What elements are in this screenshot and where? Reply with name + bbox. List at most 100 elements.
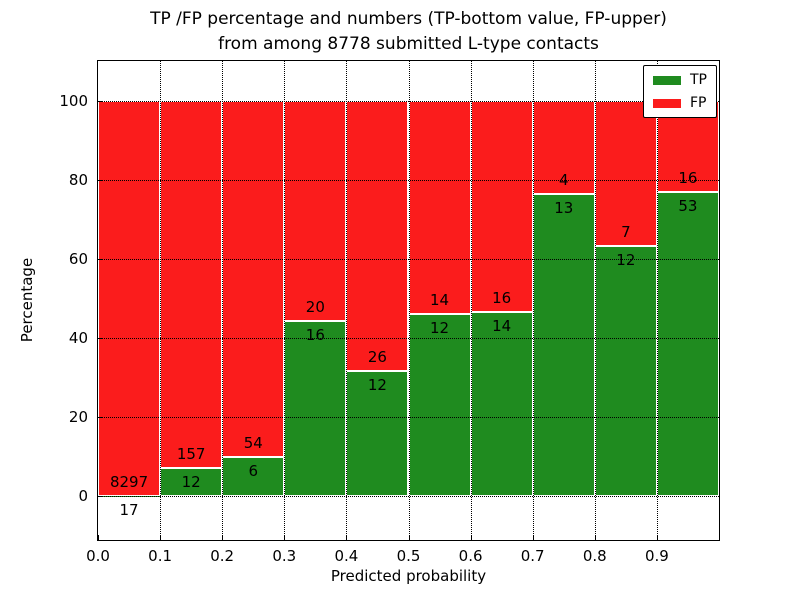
x-tick-mark (594, 535, 596, 540)
y-tick-label: 40 (68, 329, 88, 348)
vertical-gridline (160, 61, 162, 540)
legend-swatch-tp (653, 75, 681, 85)
fp-count-label: 14 (430, 290, 450, 309)
fp-count-label: 8297 (109, 472, 149, 491)
chart-title-line2: from among 8778 submitted L-type contact… (218, 34, 599, 54)
x-tick-label: 0.7 (520, 547, 545, 565)
bar-segment-tp (470, 311, 533, 497)
y-tick-mark (98, 258, 103, 260)
horizontal-gridline (98, 338, 719, 340)
bar-segment-tp (346, 371, 409, 497)
grid-layer (98, 61, 719, 540)
x-tick-mark (346, 535, 348, 540)
x-tick-mark (408, 535, 410, 540)
y-tick-mark (98, 179, 103, 181)
horizontal-gridline (98, 179, 719, 181)
bar-segment-tp (408, 313, 471, 497)
x-tick-mark (98, 535, 99, 540)
y-tick-label: 100 (59, 91, 88, 110)
legend-swatch-fp (653, 98, 681, 108)
x-tick-label: 0.5 (396, 547, 421, 565)
x-tick-label: 0.6 (458, 547, 483, 565)
legend-label: FP (690, 95, 707, 111)
bar-segment-fp (594, 100, 657, 247)
x-tick-mark (284, 535, 286, 540)
x-tick-label: 0.3 (272, 547, 297, 565)
tp-count-label: 14 (492, 316, 512, 335)
y-tick-mark (98, 338, 103, 340)
x-tick-mark (532, 535, 534, 540)
x-tick-mark (160, 535, 162, 540)
bar-segment-fp (222, 100, 285, 457)
legend: TP FP (643, 65, 717, 118)
bar-segment-tp (222, 456, 285, 497)
y-tick-label: 60 (68, 249, 88, 268)
x-tick-mark (222, 535, 224, 540)
fp-count-label: 7 (621, 223, 631, 242)
y-tick-label: 0 (78, 487, 88, 506)
x-axis-label: Predicted probability (330, 567, 487, 585)
tp-count-label: 13 (554, 198, 574, 217)
fp-count-label: 16 (678, 169, 698, 188)
bar-segment-tp (656, 192, 719, 497)
x-tick-mark (656, 535, 658, 540)
x-tick-label: 0.9 (644, 547, 669, 565)
tp-count-label: 12 (367, 376, 387, 395)
tick-layer (98, 61, 719, 540)
vertical-gridline (408, 61, 410, 540)
vertical-gridline (594, 61, 596, 540)
x-tick-mark (470, 535, 472, 540)
fp-count-label: 4 (558, 170, 569, 189)
vertical-gridline (284, 61, 286, 540)
x-tick-label: 0.4 (334, 547, 359, 565)
y-axis-label: Percentage (18, 257, 36, 343)
legend-item: TP (653, 73, 707, 87)
horizontal-gridline (98, 417, 719, 419)
bar-segment-tp (594, 246, 657, 497)
tp-count-label: 17 (119, 500, 139, 519)
x-tick-label: 0.8 (582, 547, 607, 565)
bar-segment-fp (532, 100, 595, 194)
vertical-gridline (532, 61, 534, 540)
bar-segment-fp (160, 100, 223, 469)
tp-count-label: 12 (430, 318, 450, 337)
tp-count-label: 16 (305, 325, 325, 344)
fp-count-label: 157 (176, 445, 206, 464)
chart-title-line1: TP /FP percentage and numbers (TP-bottom… (150, 9, 667, 29)
fp-count-label: 16 (492, 288, 512, 307)
vertical-gridline (222, 61, 224, 540)
bars-layer (98, 61, 719, 540)
fp-count-label: 54 (243, 433, 263, 452)
bar-segment-tp (532, 193, 595, 497)
y-tick-label: 80 (68, 170, 88, 189)
vertical-gridline (346, 61, 348, 540)
tp-count-label: 12 (616, 251, 636, 270)
x-tick-label: 0.1 (148, 547, 173, 565)
fp-count-label: 26 (367, 348, 387, 367)
tp-count-label: 6 (248, 461, 259, 480)
x-tick-label: 0.0 (86, 547, 110, 565)
bar-segment-fp (470, 100, 533, 312)
bar-segment-fp (346, 100, 409, 372)
y-tick-label: 20 (68, 408, 88, 427)
bar-segment-fp (408, 100, 471, 314)
bar-segment-tp (160, 468, 223, 497)
x-tick-label: 0.2 (210, 547, 235, 565)
legend-item: FP (653, 96, 707, 110)
y-tick-mark (98, 100, 103, 102)
legend-label: TP (690, 72, 707, 88)
annotation-layer: 8297 17 157 12 54 6 20 16 26 12 14 12 16 14 4 13 7 12 16 53 (98, 61, 719, 540)
y-tick-mark (98, 496, 103, 498)
bar-segment-fp (284, 100, 347, 321)
tp-count-label: 12 (181, 473, 201, 492)
horizontal-gridline (98, 100, 719, 102)
vertical-gridline (656, 61, 658, 540)
bar-segment-tp (98, 495, 161, 497)
vertical-gridline (470, 61, 472, 540)
horizontal-gridline (98, 258, 719, 260)
bar-segment-fp (98, 100, 161, 496)
fp-count-label: 20 (305, 297, 325, 316)
bar-segment-tp (284, 320, 347, 497)
horizontal-gridline (98, 496, 719, 498)
